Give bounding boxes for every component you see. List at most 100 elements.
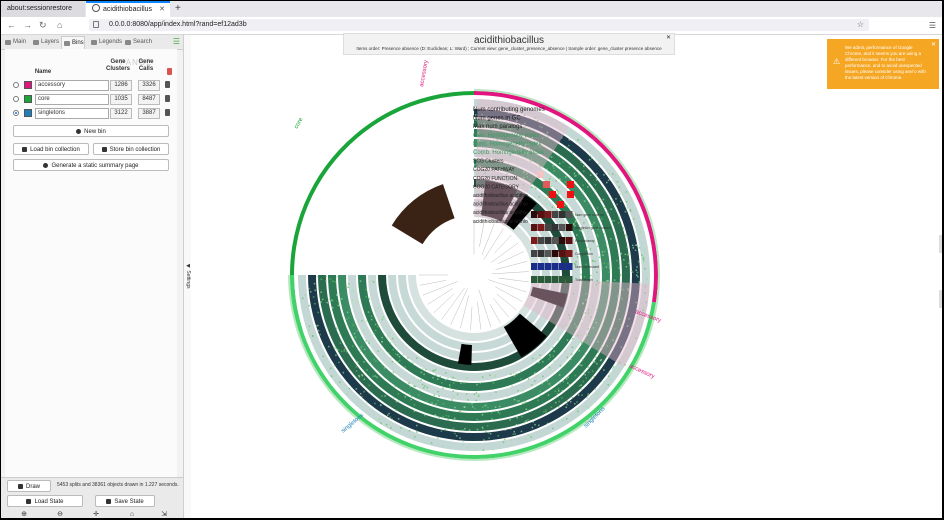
ring-speck bbox=[339, 333, 341, 335]
ring-speck bbox=[525, 408, 527, 410]
bookmark-star-icon[interactable]: ☆ bbox=[857, 19, 864, 31]
ring-speck bbox=[460, 410, 462, 412]
ring-speck bbox=[348, 317, 350, 319]
summary-button[interactable]: Generate a static summary page bbox=[13, 159, 169, 171]
delete-bin-icon[interactable] bbox=[165, 95, 170, 102]
right-panel-tab[interactable] bbox=[939, 290, 942, 308]
ring-speck bbox=[340, 342, 342, 344]
tab-layers[interactable]: Layers bbox=[31, 36, 59, 49]
ring-speck bbox=[457, 394, 459, 396]
ring-speck bbox=[534, 424, 536, 426]
ring-speck bbox=[567, 339, 569, 341]
tab-acidithiobacillus[interactable]: acidithiobacillus ✕ bbox=[86, 1, 170, 17]
fit-icon[interactable]: ⇲ bbox=[147, 510, 181, 518]
zoom-in-icon[interactable]: ⊕ bbox=[7, 510, 41, 518]
bin-color-swatch[interactable] bbox=[24, 95, 32, 103]
ring-speck bbox=[592, 360, 594, 362]
ring-speck bbox=[579, 139, 581, 141]
bin-color-swatch[interactable] bbox=[24, 109, 32, 117]
bin-name-input[interactable]: core bbox=[35, 94, 109, 105]
menu-icon[interactable]: ☰ bbox=[929, 19, 936, 32]
home-view-icon[interactable]: ⌂ bbox=[115, 510, 149, 518]
draw-button[interactable]: Draw bbox=[7, 480, 51, 492]
delete-bin-icon[interactable] bbox=[165, 81, 170, 88]
back-icon[interactable]: ← bbox=[7, 19, 16, 32]
store-collection-button[interactable]: Store bin collection bbox=[93, 143, 169, 155]
load-state-button[interactable]: Load State bbox=[7, 495, 83, 507]
heatmap-cell bbox=[552, 237, 559, 244]
close-icon[interactable]: ✕ bbox=[931, 42, 936, 48]
ring-speck bbox=[555, 180, 557, 182]
ring-speck bbox=[590, 275, 592, 277]
bin-radio[interactable] bbox=[13, 110, 19, 116]
url-bar[interactable]: 0.0.0.0:8080/app/index.html?rand=ef12ad3… bbox=[89, 19, 869, 31]
save-icon bbox=[106, 499, 111, 504]
save-state-button[interactable]: Save State bbox=[95, 495, 155, 507]
reload-icon[interactable]: ↻ bbox=[39, 19, 47, 32]
ring-speck bbox=[626, 266, 628, 268]
ring-speck bbox=[626, 201, 628, 203]
new-tab-button[interactable]: + bbox=[175, 1, 181, 17]
similarity-cell bbox=[557, 201, 564, 208]
ring-speck bbox=[597, 352, 599, 354]
ring-speck bbox=[488, 432, 490, 434]
load-collection-button[interactable]: Load bin collection bbox=[13, 143, 89, 155]
home-icon[interactable]: ⌂ bbox=[57, 19, 62, 32]
bin-color-swatch[interactable] bbox=[24, 81, 32, 89]
ring-speck bbox=[397, 354, 399, 356]
sidebar-menu-icon[interactable]: ☰ bbox=[173, 37, 180, 46]
ring-speck bbox=[567, 357, 569, 359]
ring-speck bbox=[343, 372, 345, 374]
ring-speck bbox=[602, 254, 604, 256]
ring-speck bbox=[408, 383, 410, 385]
ring-speck bbox=[552, 355, 554, 357]
zoom-out-icon[interactable]: ⊖ bbox=[43, 510, 77, 518]
ring-speck bbox=[646, 278, 648, 280]
ring-speck bbox=[545, 199, 547, 201]
delete-bin-icon[interactable] bbox=[165, 109, 170, 116]
delete-all-icon[interactable] bbox=[167, 68, 172, 75]
ring-speck bbox=[553, 351, 555, 353]
ring-speck bbox=[341, 298, 343, 300]
ring-speck bbox=[368, 311, 370, 313]
ring-speck bbox=[615, 198, 617, 200]
ring-speck bbox=[635, 270, 637, 272]
ring-speck bbox=[314, 303, 316, 305]
ring-speck bbox=[550, 356, 552, 358]
right-panel-tab[interactable] bbox=[939, 235, 942, 253]
ring-speck bbox=[388, 352, 390, 354]
ring-speck bbox=[507, 395, 509, 397]
ring-speck bbox=[435, 369, 437, 371]
ring-speck bbox=[314, 290, 316, 292]
bin-name-input[interactable]: accessory bbox=[35, 80, 109, 91]
ring-speck bbox=[381, 337, 383, 339]
ring-speck bbox=[539, 358, 541, 360]
bin-radio[interactable] bbox=[13, 96, 19, 102]
ring-speck bbox=[559, 179, 561, 181]
ring-speck bbox=[513, 433, 515, 435]
tab-legends[interactable]: Legends bbox=[89, 36, 119, 49]
main-canvas[interactable]: acidithiobacillus Items order: Presence … bbox=[191, 35, 942, 518]
bin-name-input[interactable]: singletons bbox=[35, 108, 109, 119]
phylogram-svg[interactable]: Num contributing genomes Num genes in GC M… bbox=[191, 35, 942, 518]
ring-speck bbox=[384, 395, 386, 397]
tab-session-restore[interactable]: about:sessionrestore bbox=[1, 1, 85, 17]
ring-speck bbox=[600, 200, 602, 202]
ring-speck bbox=[451, 399, 453, 401]
tab-bins[interactable]: Bins bbox=[61, 36, 85, 49]
ring-speck bbox=[498, 411, 500, 413]
close-icon[interactable]: ✕ bbox=[159, 3, 165, 16]
bin-radio[interactable] bbox=[13, 82, 19, 88]
ring-speck bbox=[619, 194, 621, 196]
bin-gene-clusters: 1286 bbox=[110, 80, 132, 91]
tab-search[interactable]: Search bbox=[123, 36, 151, 49]
ring-speck bbox=[484, 405, 486, 407]
forward-icon[interactable]: → bbox=[23, 19, 32, 32]
ring-speck bbox=[480, 382, 482, 384]
ring-speck bbox=[528, 378, 530, 380]
new-bin-button[interactable]: New bin bbox=[13, 125, 169, 137]
heatmap-cell bbox=[545, 211, 552, 218]
center-icon[interactable]: ✛ bbox=[79, 510, 113, 518]
ring-speck bbox=[452, 395, 454, 397]
tab-main[interactable]: Main bbox=[3, 36, 27, 49]
